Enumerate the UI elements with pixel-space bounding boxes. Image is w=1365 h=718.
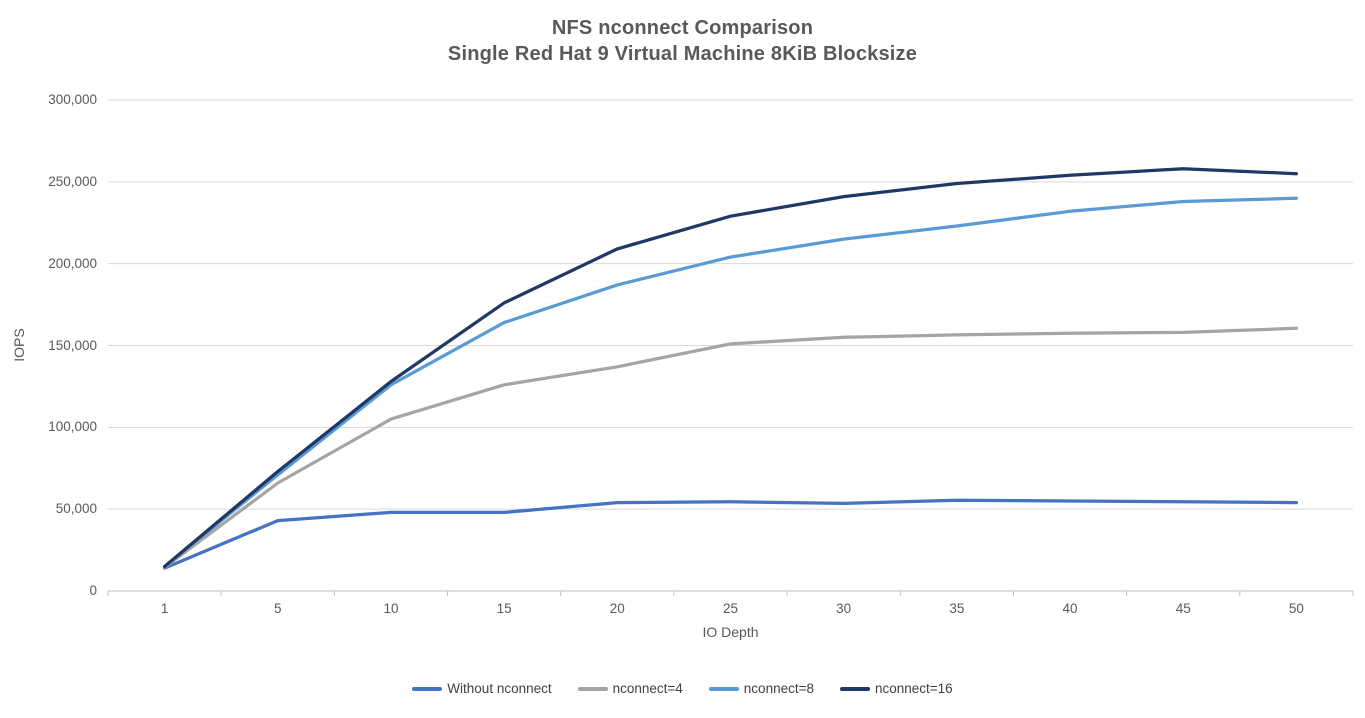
- series-line-nconnect-4: [162, 326, 1299, 569]
- x-tick-label: 10: [383, 601, 399, 616]
- x-tick-label: 35: [949, 601, 965, 616]
- y-tick-label: 50,000: [55, 501, 97, 517]
- legend-line-swatch-icon: [839, 686, 870, 691]
- x-tick-label: 50: [1288, 601, 1304, 616]
- legend-line-swatch-icon: [577, 686, 608, 691]
- x-tick-label: 45: [1175, 601, 1191, 616]
- x-tick-label: 15: [496, 601, 512, 616]
- x-tick-label: 20: [609, 601, 625, 616]
- x-tick-label: 25: [722, 601, 739, 616]
- x-tick-label: 1: [160, 601, 169, 616]
- legend-item-without-nconnect: Without nconnect: [412, 681, 552, 696]
- legend-line-swatch-icon: [708, 686, 739, 691]
- x-axis-title: IO Depth: [702, 624, 759, 640]
- y-axis-title: IOPS: [11, 328, 27, 362]
- x-tick-label: 40: [1062, 601, 1078, 616]
- x-tick-label: 30: [836, 601, 852, 616]
- legend-label: nconnect=8: [743, 681, 814, 696]
- y-tick-label: 250,000: [48, 173, 97, 189]
- chart-title-line2: Single Red Hat 9 Virtual Machine 8KiB Bl…: [447, 43, 918, 65]
- series-line-nconnect-8: [162, 196, 1299, 569]
- y-tick-label: 200,000: [48, 255, 97, 271]
- y-tick-label: 100,000: [48, 419, 97, 435]
- y-tick-label: 0: [89, 583, 97, 598]
- legend-label: nconnect=16: [874, 681, 953, 696]
- legend-label: nconnect=4: [612, 681, 683, 696]
- y-tick-label: 300,000: [48, 92, 97, 107]
- chart-title-line1: NFS nconnect Comparison: [551, 17, 814, 39]
- legend-label: Without nconnect: [447, 681, 552, 696]
- x-tick-label: 5: [274, 601, 282, 616]
- legend-line-swatch-icon: [412, 686, 443, 691]
- series-line-nconnect-16: [162, 167, 1299, 569]
- legend-item-nconnect-8: nconnect=8: [708, 681, 814, 696]
- legend-item-nconnect-16: nconnect=16: [839, 681, 953, 696]
- legend-item-nconnect-4: nconnect=4: [577, 681, 683, 696]
- chart-legend: Without nconnect nconnect=4 nconnect=8 ncon…: [0, 681, 1365, 696]
- series-line-without-nconnect: [162, 498, 1299, 570]
- chart-title: NFS nconnect Comparison Single Red Hat 9…: [0, 15, 1365, 67]
- y-tick-label: 150,000: [48, 337, 97, 353]
